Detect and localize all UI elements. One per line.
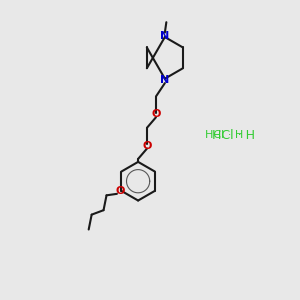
Text: HCl · H: HCl · H	[205, 130, 243, 140]
Text: N: N	[160, 75, 170, 85]
Text: O: O	[142, 140, 152, 151]
Text: HCl · H: HCl · H	[212, 129, 255, 142]
Text: O: O	[151, 109, 160, 119]
Text: O: O	[115, 186, 124, 196]
Text: N: N	[160, 31, 170, 40]
